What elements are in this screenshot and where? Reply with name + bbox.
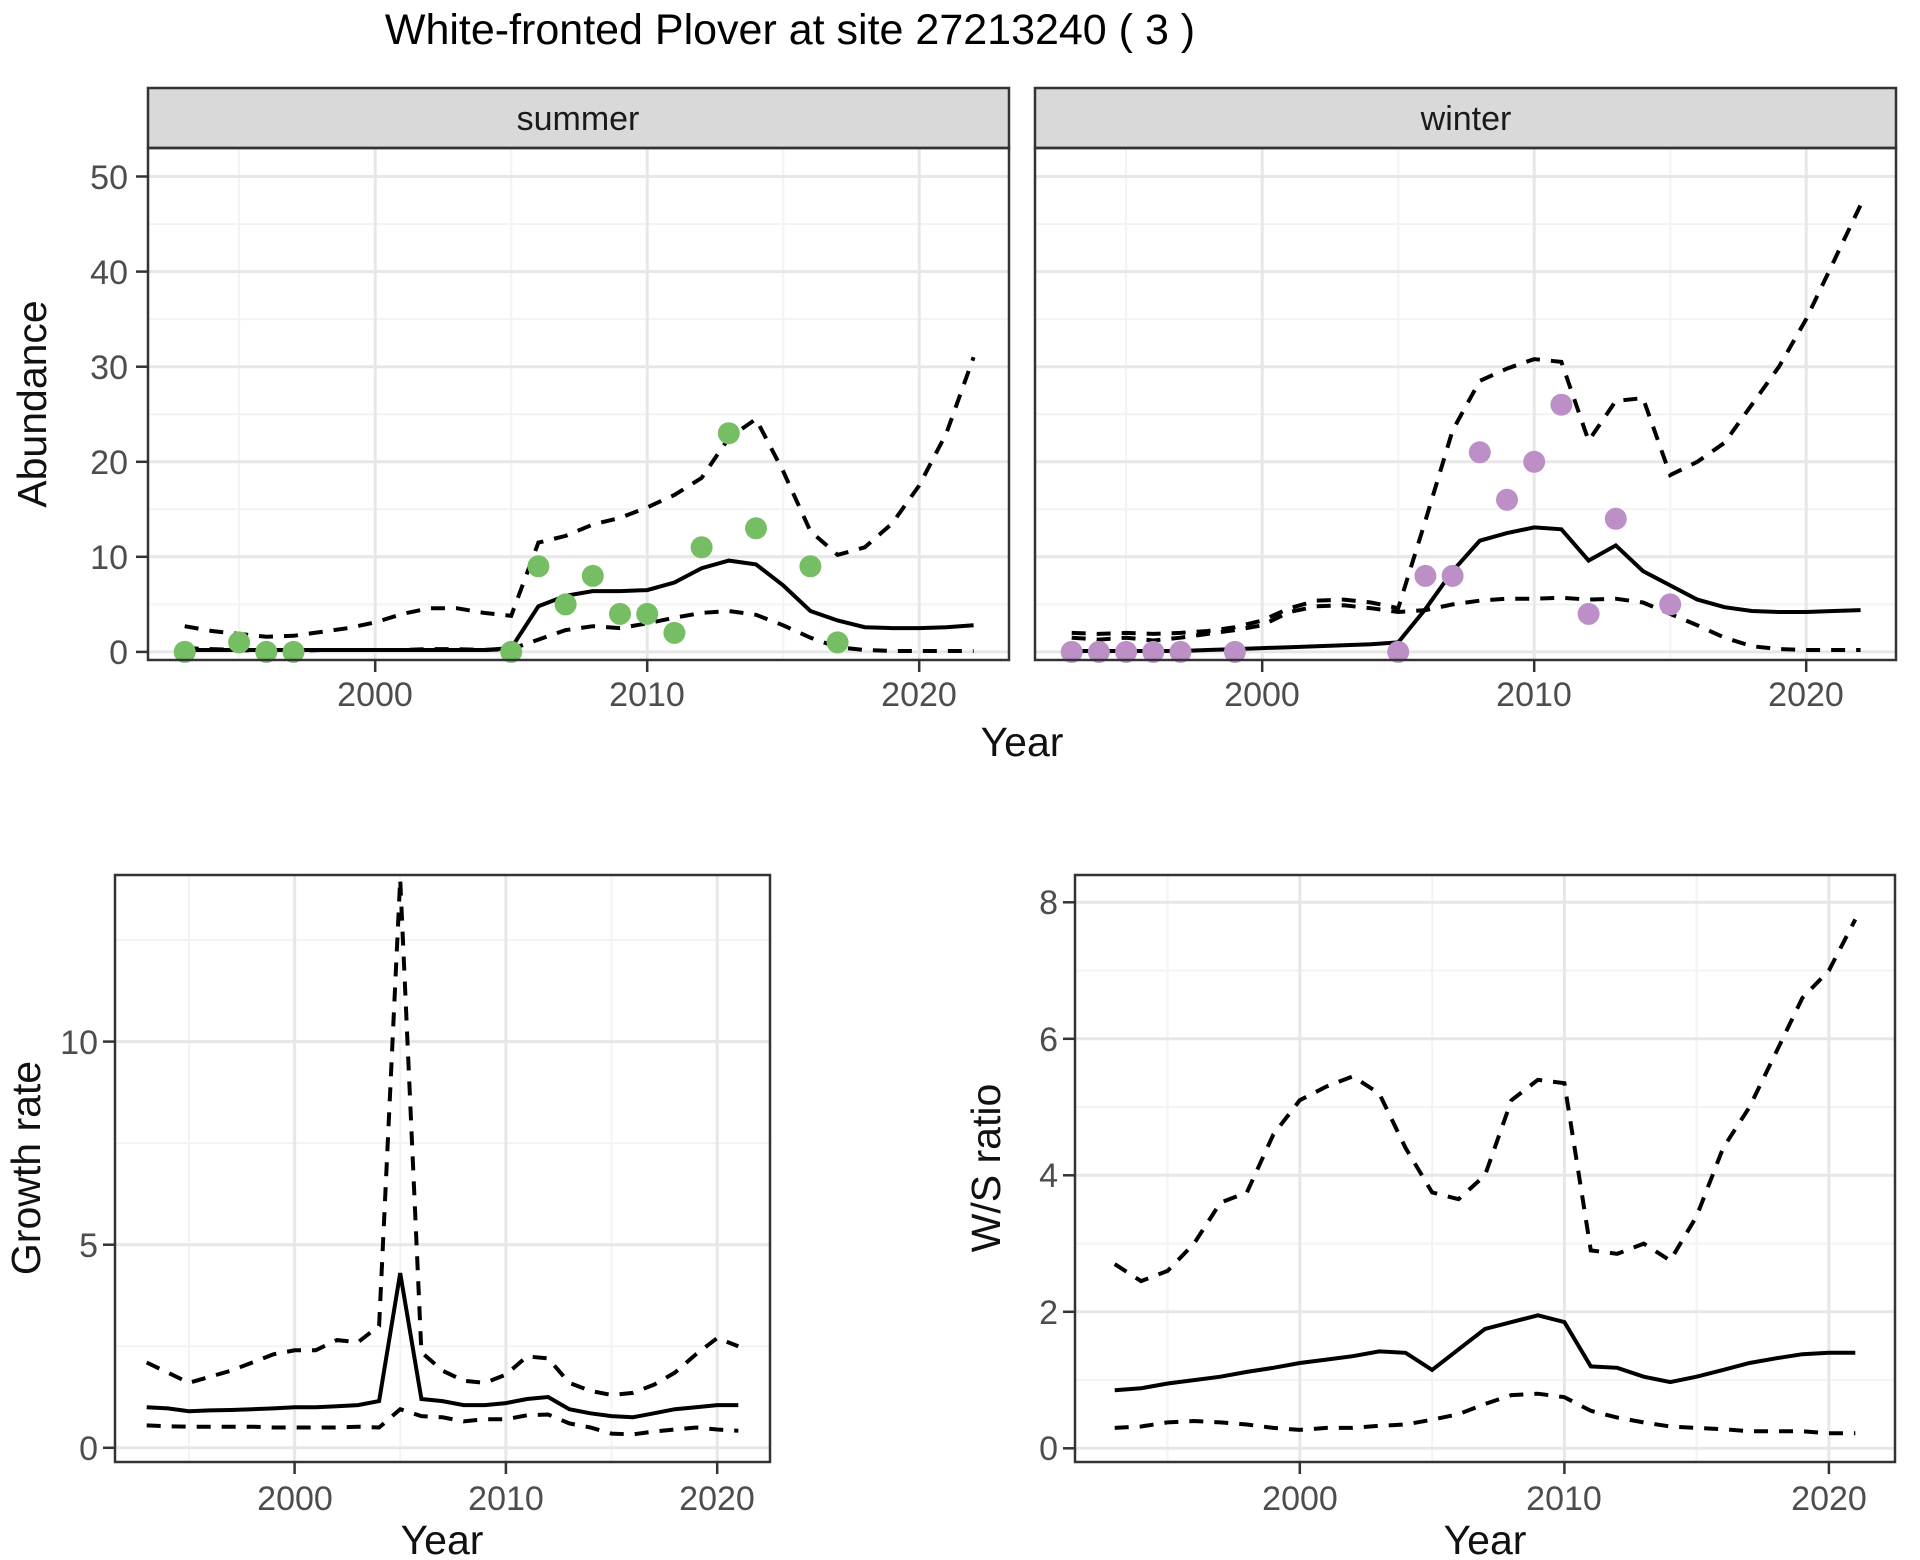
panel-background [1075, 875, 1895, 1462]
x-tick-label: 2010 [1526, 1480, 1602, 1518]
plot-title: White-fronted Plover at site 27213240 ( … [384, 6, 1196, 54]
observation-point [1087, 640, 1110, 663]
y-tick-label: 0 [79, 1430, 98, 1468]
series-upper-ci [145, 879, 740, 1398]
series-fit [1114, 1313, 1856, 1393]
y-tick-label: 40 [90, 254, 128, 292]
growth-y-axis-title: Growth rate [3, 1061, 49, 1275]
observation-point [799, 555, 822, 578]
observation-point [1523, 450, 1546, 473]
observation-point [1604, 507, 1627, 530]
x-tick-label: 2000 [1262, 1480, 1338, 1518]
observation-point [554, 593, 577, 616]
abundance-y-axis-title: Abundance [9, 300, 55, 507]
y-tick-label: 10 [90, 539, 128, 577]
panel-border [1033, 146, 1898, 662]
panel-abundance-winter [1033, 86, 1898, 672]
observation-point [1223, 640, 1246, 663]
abundance-x-axis-title: Year [981, 719, 1064, 765]
y-tick-label: 0 [1039, 1430, 1058, 1468]
observation-point [1496, 488, 1518, 511]
observation-point [1659, 593, 1682, 616]
series-lower-ci [146, 1406, 739, 1437]
observation-point [1577, 602, 1600, 625]
panel-abundance-summer [136, 86, 1011, 672]
series-upper-ci [1071, 204, 1863, 636]
growth-x-axis-title: Year [401, 1517, 484, 1560]
panel-border [146, 146, 1011, 662]
panel-border [113, 873, 772, 1464]
x-tick-label: 2020 [679, 1480, 755, 1518]
y-tick-label: 5 [79, 1227, 98, 1265]
x-tick-label: 2010 [609, 676, 685, 714]
observation-point [581, 564, 604, 587]
observation-point [663, 621, 686, 644]
facet-strip [146, 86, 1011, 150]
y-tick-label: 8 [1039, 884, 1058, 922]
x-tick-label: 2000 [1224, 676, 1300, 714]
facet-strip-label-summer: summer [517, 100, 640, 138]
x-tick-label: 2010 [1496, 676, 1572, 714]
observation-point [1441, 564, 1464, 587]
y-tick-label: 20 [90, 444, 128, 482]
observation-point [527, 555, 550, 578]
observation-point [717, 422, 740, 445]
observation-point [1169, 640, 1192, 663]
observation-point [500, 640, 523, 663]
observation-point [282, 640, 305, 663]
observation-point [1142, 640, 1165, 663]
observation-point [690, 536, 713, 559]
series-lower-ci [1114, 1391, 1856, 1436]
ws-y-axis-title: W/S ratio [963, 1084, 1009, 1253]
series-lower-ci [1071, 595, 1861, 652]
x-tick-label: 2000 [257, 1480, 333, 1518]
y-tick-label: 30 [90, 349, 128, 387]
x-tick-label: 2020 [1791, 1480, 1867, 1518]
observation-point [1115, 640, 1138, 663]
x-tick-label: 2020 [881, 676, 957, 714]
observation-point [1414, 564, 1437, 587]
observation-point [1468, 441, 1491, 464]
x-tick-label: 2000 [337, 676, 413, 714]
facet-strip-label-winter: winter [1420, 100, 1512, 138]
y-tick-label: 50 [90, 159, 128, 197]
y-tick-label: 2 [1039, 1294, 1058, 1332]
panel-background [115, 875, 770, 1462]
observation-point [1387, 640, 1410, 663]
series-fit [1071, 525, 1861, 653]
series-upper-ci [184, 356, 976, 639]
observation-point [745, 517, 767, 540]
observation-point [173, 640, 196, 663]
x-tick-label: 2010 [468, 1480, 544, 1518]
observation-point [255, 640, 278, 663]
panel-growth-rate [103, 873, 772, 1474]
panel-background [148, 148, 1009, 660]
observation-point [636, 602, 659, 625]
observation-point [609, 602, 631, 625]
observation-point [228, 631, 251, 654]
observation-point [826, 631, 849, 654]
series-lower-ci [184, 608, 974, 653]
chart-layers [103, 86, 1898, 1474]
facet-strip [1033, 86, 1898, 150]
x-tick-label: 2020 [1768, 676, 1844, 714]
series-fit [146, 1272, 739, 1420]
y-tick-label: 10 [60, 1024, 98, 1062]
panel-ws-ratio [1063, 873, 1897, 1474]
y-tick-label: 6 [1039, 1021, 1058, 1059]
series-upper-ci [1113, 918, 1858, 1284]
panel-border [1073, 873, 1897, 1464]
y-tick-label: 4 [1039, 1157, 1058, 1195]
y-tick-label: 0 [109, 634, 128, 672]
ws-x-axis-title: Year [1444, 1517, 1527, 1560]
observation-point [1550, 393, 1573, 416]
observation-point [1060, 640, 1083, 663]
